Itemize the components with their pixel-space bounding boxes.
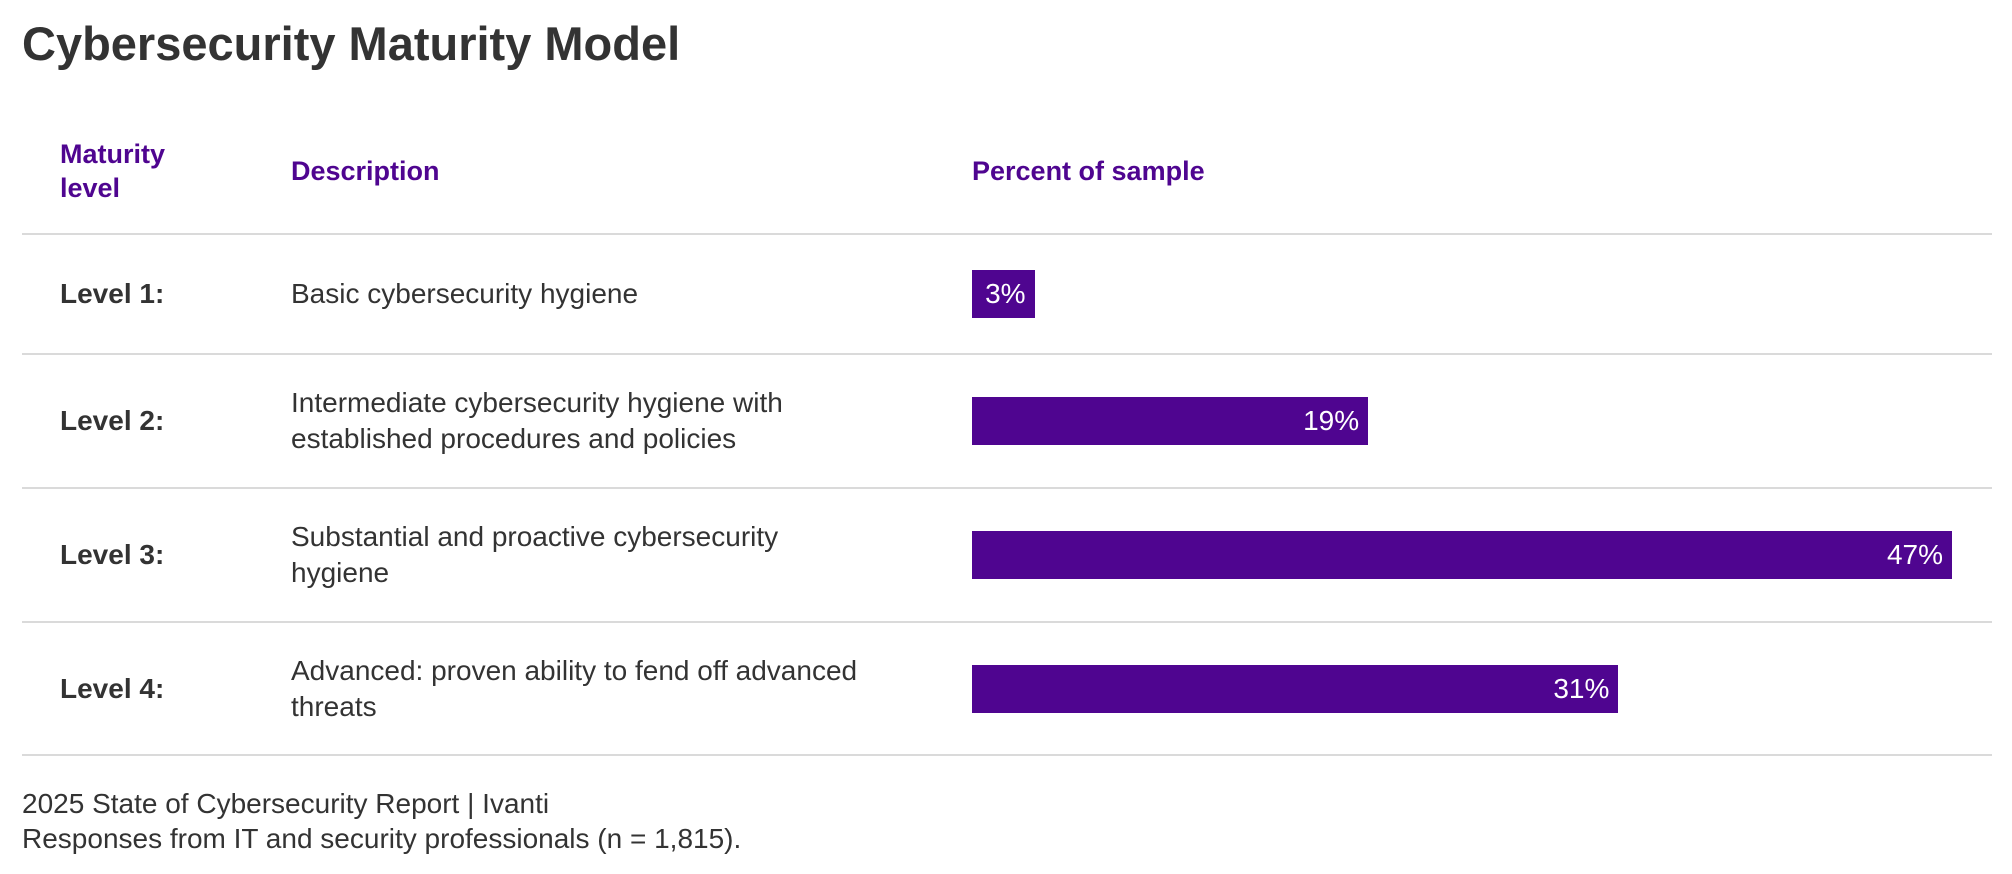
table-row: Level 2: Intermediate cybersecurity hygi… (22, 355, 1992, 489)
bar-level-1: 3% (972, 270, 1035, 318)
footer-notes: 2025 State of Cybersecurity Report | Iva… (22, 786, 741, 856)
level-label: Level 4: (60, 672, 165, 704)
bar-level-2: 19% (972, 397, 1369, 445)
footer-note: Responses from IT and security professio… (22, 823, 742, 854)
bar-value-label: 47% (1886, 539, 1943, 570)
bar-value-label: 3% (985, 278, 1026, 309)
level-description: Advanced: proven ability to fend off adv… (291, 654, 858, 722)
level-label: Level 2: (60, 405, 165, 436)
bar-value-label: 19% (1303, 405, 1360, 436)
table-row: Level 1: Basic cybersecurity hygiene 3% (22, 235, 1992, 355)
level-description: Intermediate cybersecurity hygiene with … (291, 387, 783, 454)
header-description: Description (291, 156, 440, 186)
level-description: Substantial and proactive cybersecurity … (291, 521, 779, 588)
table-header: Maturity level Description Percent of sa… (22, 115, 1992, 235)
header-maturity-level: Maturity level (60, 139, 166, 203)
footer-source: 2025 State of Cybersecurity Report | Iva… (22, 788, 550, 819)
bar-level-4: 31% (972, 664, 1619, 713)
bar-level-3: 47% (972, 531, 1952, 579)
level-description: Basic cybersecurity hygiene (291, 278, 639, 309)
level-label: Level 1: (60, 278, 165, 309)
table-row: Level 3: Substantial and proactive cyber… (22, 489, 1992, 623)
chart-title: Cybersecurity Maturity Model (22, 17, 681, 70)
level-label: Level 3: (60, 539, 165, 570)
bar-value-label: 31% (1553, 672, 1610, 704)
header-percent-of-sample: Percent of sample (972, 156, 1205, 186)
table-row: Level 4: Advanced: proven ability to fen… (22, 623, 1992, 756)
